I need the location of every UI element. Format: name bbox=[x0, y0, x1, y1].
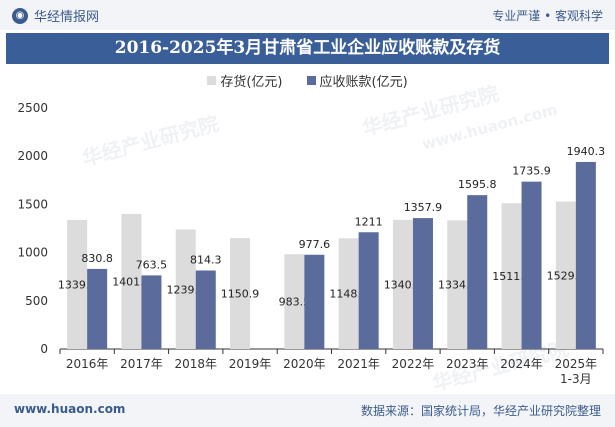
legend-label-inventory: 存货(亿元) bbox=[220, 75, 283, 90]
bar-inventory bbox=[338, 238, 359, 349]
data-label-inventory: 1239.3 bbox=[167, 283, 206, 296]
bar-inventory bbox=[121, 213, 142, 349]
x-tick-label: 2025年 bbox=[555, 357, 598, 371]
data-label-inventory: 1511.5 bbox=[492, 270, 531, 283]
data-label-receivables: 814.3 bbox=[190, 254, 222, 267]
y-tick-label: 0 bbox=[40, 342, 48, 356]
legend-label-receivables: 应收账款(亿元) bbox=[319, 75, 408, 90]
bar-inventory bbox=[447, 220, 468, 349]
bar-receivables bbox=[521, 181, 542, 349]
data-label-inventory: 1401.7 bbox=[112, 275, 151, 288]
data-label-inventory: 1529.5 bbox=[547, 269, 586, 282]
data-label-inventory: 1339.4 bbox=[58, 278, 97, 291]
bar-inventory bbox=[392, 219, 413, 349]
bar-chart: 0 500 1000 1500 2000 2500 1339.4 830.8 2016年 1401… bbox=[17, 101, 606, 386]
x-tick-label: 2020年 bbox=[283, 357, 326, 371]
bar-inventory bbox=[555, 201, 576, 349]
data-label-receivables: 763.5 bbox=[136, 258, 168, 271]
legend-swatch-receivables bbox=[306, 76, 316, 85]
y-tick-label: 500 bbox=[25, 294, 48, 308]
x-tick-label: 2022年 bbox=[392, 357, 435, 371]
x-tick-label: 2023年 bbox=[446, 357, 489, 371]
bar-inventory bbox=[501, 203, 522, 349]
bar-receivables bbox=[195, 270, 216, 349]
bar-receivables bbox=[358, 232, 379, 349]
tagline: 专业严谨 • 客观科学 bbox=[492, 9, 603, 23]
data-label-receivables: 1735.9 bbox=[512, 165, 551, 178]
data-label-receivables: 830.8 bbox=[81, 252, 113, 265]
chart-title: 2016-2025年3月甘肃省工业企业应收账款及存货 bbox=[6, 33, 609, 64]
y-tick-label: 1000 bbox=[17, 246, 48, 260]
x-tick-label: 1-3月 bbox=[560, 372, 592, 386]
legend-item-receivables[interactable]: 应收账款(亿元) bbox=[306, 71, 408, 90]
x-tick-label: 2018年 bbox=[174, 357, 217, 371]
data-label-inventory: 1334.6 bbox=[438, 279, 477, 292]
legend-swatch-inventory bbox=[207, 76, 217, 85]
data-label-receivables: 1357.9 bbox=[404, 201, 443, 214]
bar-receivables bbox=[87, 268, 108, 349]
x-tick-label: 2024年 bbox=[500, 357, 543, 371]
y-tick-label: 2000 bbox=[17, 149, 48, 163]
bar-inventory bbox=[230, 238, 251, 349]
bar-receivables bbox=[304, 254, 325, 349]
brand-logo-icon: ◉ bbox=[12, 7, 28, 24]
data-label-inventory: 983.5 bbox=[279, 296, 311, 309]
legend: 存货(亿元) 应收账款(亿元) bbox=[0, 71, 615, 90]
footer-source: 数据来源：国家统计局，华经产业研究院整理 bbox=[360, 404, 601, 418]
bar-inventory bbox=[175, 229, 196, 349]
bar-inventory bbox=[67, 219, 88, 349]
x-tick-label: 2016年 bbox=[66, 357, 109, 371]
bar-receivables bbox=[467, 195, 488, 349]
data-label-receivables: 977.6 bbox=[299, 238, 331, 251]
x-tick-label: 2021年 bbox=[337, 357, 380, 371]
x-tick-label: 2019年 bbox=[229, 357, 272, 371]
data-label-inventory: 1148.2 bbox=[329, 288, 368, 301]
y-tick-label: 2500 bbox=[17, 101, 48, 115]
data-label-receivables: 1211 bbox=[355, 215, 383, 228]
data-label-inventory: 1340.2 bbox=[384, 278, 423, 291]
y-tick-label: 1500 bbox=[17, 197, 48, 211]
legend-item-inventory[interactable]: 存货(亿元) bbox=[207, 71, 283, 90]
top-bar: ◉ 华经情报网 专业严谨 • 客观科学 bbox=[0, 0, 615, 30]
footer: www.huaon.com 数据来源：国家统计局，华经产业研究院整理 bbox=[0, 394, 615, 427]
bar-inventory bbox=[284, 254, 305, 349]
bar-receivables bbox=[412, 218, 433, 349]
data-label-inventory: 1150.9 bbox=[221, 288, 260, 301]
data-label-receivables: 1940.3 bbox=[567, 145, 606, 158]
brand-name: 华经情报网 bbox=[34, 10, 100, 25]
footer-website[interactable]: www.huaon.com bbox=[14, 402, 126, 416]
x-tick-label: 2017年 bbox=[120, 357, 163, 371]
data-label-receivables: 1595.8 bbox=[458, 178, 497, 191]
bar-receivables bbox=[141, 275, 162, 349]
brand: ◉ 华经情报网 bbox=[12, 6, 99, 25]
bar-receivables bbox=[575, 161, 596, 349]
